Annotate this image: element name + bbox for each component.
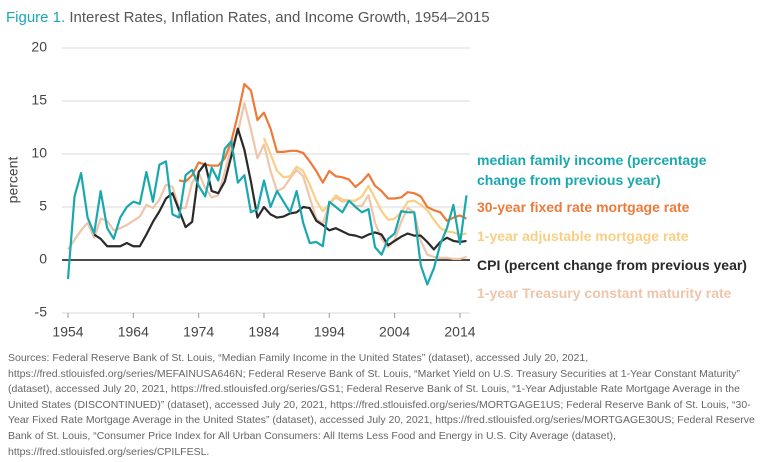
y-tick-label: 10 [31,145,47,161]
x-tick-label: 1954 [52,324,83,340]
title-text: Interest Rates, Inflation Rates, and Inc… [69,9,489,26]
x-tick-label: 1994 [314,324,345,340]
series-line [93,127,467,251]
legend-entry: 30-year fixed rate mortgage rate [477,199,690,215]
title-label: Figure 1. [6,9,65,26]
y-axis-label: percent [5,157,21,204]
chart-title: Figure 1. Interest Rates, Inflation Rate… [6,9,490,26]
x-tick-label: 1964 [118,324,149,340]
x-tick-label: 1984 [248,324,279,340]
series-line [262,137,467,236]
y-tick-label: -5 [35,304,48,320]
legend-entry: 1-year Treasury constant maturity rate [477,285,732,301]
legend-entry: 1-year adjustable mortgage rate [477,228,689,244]
legend-entry: median family income (percentage change … [477,152,707,188]
series-line [178,82,467,222]
series-line [67,102,467,261]
y-tick-label: 15 [31,92,47,108]
sources: Sources: Federal Reserve Bank of St. Lou… [8,352,755,458]
y-tick-label: 0 [39,251,47,267]
x-tick-label: 2014 [444,324,475,340]
series-line [66,140,468,286]
x-tick-label: 2004 [379,324,410,340]
legend-entry: CPI (percent change from previous year) [477,257,747,273]
x-tick-label: 1974 [183,324,214,340]
chart: Figure 1. Interest Rates, Inflation Rate… [5,9,490,340]
y-tick-label: 5 [39,198,47,214]
y-tick-label: 20 [31,39,47,55]
